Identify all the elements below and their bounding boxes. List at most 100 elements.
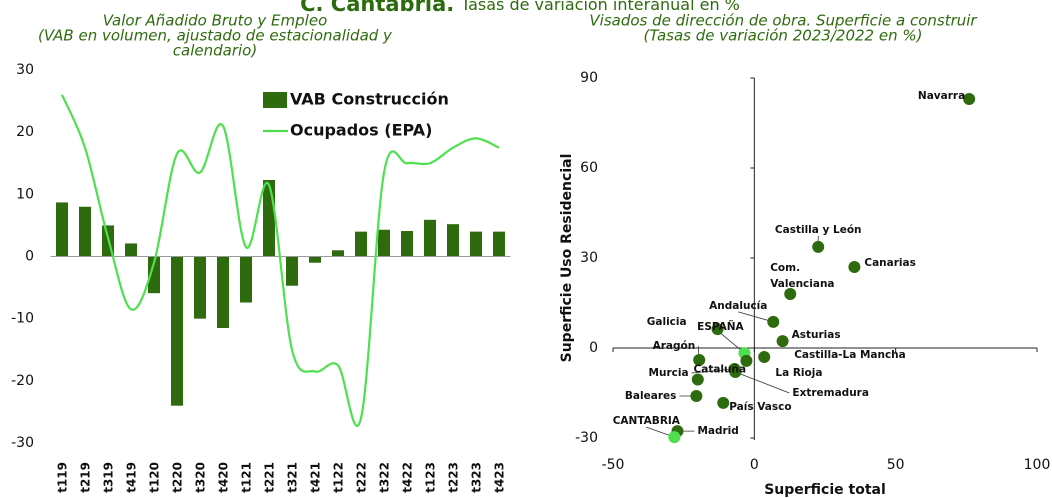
point xyxy=(711,323,724,336)
point-label: Navarra xyxy=(918,90,965,102)
x-tick-label: t320 xyxy=(194,462,208,493)
point-label: Andalucía xyxy=(709,300,767,312)
chart-title: Valor Añadido Bruto y Empleo xyxy=(103,12,328,30)
y-tick-label: -20 xyxy=(11,373,34,389)
point-label: Baleares xyxy=(625,390,676,402)
legend-label: VAB Construcción xyxy=(290,90,449,109)
chart-title: calendario) xyxy=(173,42,257,60)
point-label: La Rioja xyxy=(775,367,822,379)
x-tick-label: t220 xyxy=(171,462,185,493)
legend-swatch xyxy=(263,92,287,108)
point-label: Murcia xyxy=(649,367,689,379)
point-label: CANTABRIA xyxy=(613,415,681,427)
x-tick-label: t419 xyxy=(125,462,139,493)
bar xyxy=(148,256,160,294)
chart-title: Visados de dirección de obra. Superficie… xyxy=(589,12,977,30)
point xyxy=(963,93,976,105)
point-label: Castilla y León xyxy=(775,224,862,236)
y-tick-label: -30 xyxy=(575,430,598,446)
x-tick-label: 0 xyxy=(750,457,759,473)
bar xyxy=(424,219,436,257)
y-tick-label: 20 xyxy=(16,124,34,140)
bar xyxy=(56,202,68,257)
bar xyxy=(240,256,252,303)
point xyxy=(758,351,771,363)
x-tick-label: t223 xyxy=(447,462,461,493)
x-tick-label: t322 xyxy=(378,462,392,493)
leader-line xyxy=(735,371,790,394)
bar xyxy=(378,229,390,257)
bar xyxy=(79,206,91,257)
x-tick-label: t122 xyxy=(332,462,346,493)
point xyxy=(848,261,861,273)
x-tick-label: 50 xyxy=(887,457,905,473)
point xyxy=(740,354,753,367)
point xyxy=(691,373,704,386)
x-tick-label: t422 xyxy=(401,462,415,493)
point-label: Com. Valenciana xyxy=(770,262,834,290)
title-rest: Tasas de variación interanual en % xyxy=(460,0,740,14)
x-tick-label: t121 xyxy=(240,462,254,493)
y-tick-label: 0 xyxy=(589,340,598,356)
x-tick-label: t119 xyxy=(56,462,70,493)
y-tick-label: 30 xyxy=(16,62,34,78)
point xyxy=(784,288,797,300)
point-label-line: Com. xyxy=(770,262,804,274)
point xyxy=(693,354,706,366)
bar xyxy=(125,243,137,257)
bar xyxy=(493,231,505,257)
x-tick-label: t221 xyxy=(263,462,277,493)
point xyxy=(812,240,825,253)
bar xyxy=(263,180,275,257)
bar xyxy=(355,231,367,257)
x-tick-label: t420 xyxy=(217,462,231,493)
bar xyxy=(309,256,321,263)
x-axis-label: Superficie total xyxy=(764,482,886,498)
chart-title: (Tasas de variación 2023/2022 en %) xyxy=(644,27,923,45)
point-label: Castilla-La Mancha xyxy=(794,349,906,361)
y-tick-label: 90 xyxy=(580,70,598,86)
bar xyxy=(332,250,344,257)
point-label-line: Valenciana xyxy=(770,278,834,290)
y-tick-label: -10 xyxy=(11,311,34,327)
bar xyxy=(171,256,183,406)
leader-line xyxy=(691,368,735,374)
page-title: C. Cantabria. Tasas de variación interan… xyxy=(300,0,740,16)
y-tick-label: -30 xyxy=(11,435,34,451)
y-tick-label: 60 xyxy=(580,160,598,176)
x-tick-label: t120 xyxy=(148,462,162,493)
x-tick-label: t421 xyxy=(309,462,323,493)
x-tick-label: -50 xyxy=(602,457,625,473)
point-label: Aragón xyxy=(653,340,696,352)
x-tick-label: t323 xyxy=(470,462,484,493)
line xyxy=(60,94,500,428)
x-tick-label: t319 xyxy=(102,462,116,493)
x-tick-label: t222 xyxy=(355,462,369,493)
point-label: ESPAÑA xyxy=(697,320,744,333)
x-tick-label: t219 xyxy=(79,462,93,493)
x-tick-label: t123 xyxy=(424,462,438,493)
bar xyxy=(286,256,298,286)
chart-title: (VAB en volumen, ajustado de estacionali… xyxy=(38,27,393,45)
point xyxy=(767,315,780,328)
point xyxy=(690,390,703,402)
bar xyxy=(447,224,459,257)
point-label: Cataluña xyxy=(694,364,747,376)
x-tick-label: t423 xyxy=(493,462,507,493)
point-label: Canarias xyxy=(864,257,915,269)
legend-label: Ocupados (EPA) xyxy=(290,121,432,140)
point-label: Extremadura xyxy=(792,387,869,399)
x-tick-label: t321 xyxy=(286,462,300,493)
point xyxy=(729,366,742,378)
bar xyxy=(194,256,206,319)
bar xyxy=(217,256,229,328)
point-label: Asturias xyxy=(792,329,841,341)
point xyxy=(717,396,730,409)
x-tick-label: 100 xyxy=(1024,457,1051,473)
bar xyxy=(401,231,413,257)
y-tick-label: 0 xyxy=(25,249,34,265)
bar xyxy=(470,231,482,257)
point xyxy=(776,335,789,348)
title-bold: C. Cantabria. xyxy=(300,0,454,16)
